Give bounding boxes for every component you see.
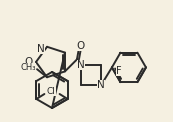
Text: O: O — [77, 41, 85, 51]
Text: Cl: Cl — [46, 86, 55, 96]
Text: N: N — [77, 60, 85, 70]
Text: Cl: Cl — [47, 86, 56, 96]
Text: N: N — [97, 80, 105, 90]
Text: F: F — [116, 66, 121, 76]
Text: O: O — [25, 57, 33, 67]
Text: N: N — [37, 44, 45, 54]
Text: CH₃: CH₃ — [21, 63, 36, 72]
